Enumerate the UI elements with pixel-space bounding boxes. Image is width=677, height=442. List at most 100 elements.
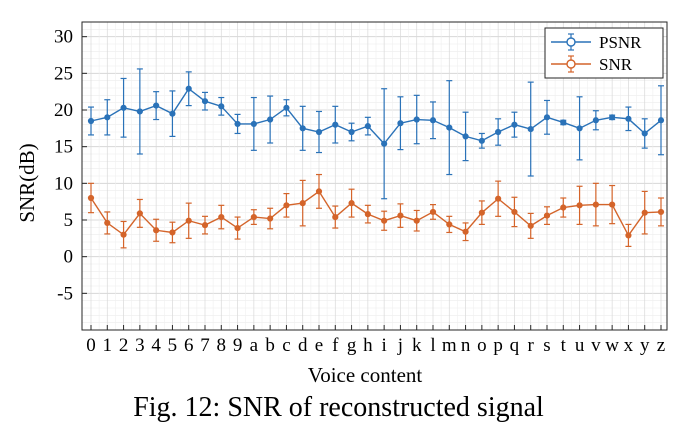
data-point	[625, 232, 632, 239]
y-tick-label: 25	[54, 63, 73, 84]
data-point	[201, 222, 209, 229]
data-point	[543, 212, 551, 219]
x-tick-label: u	[575, 335, 585, 356]
plot-border	[81, 21, 668, 331]
y-tick-label: 0	[64, 247, 74, 268]
data-point	[413, 116, 420, 123]
data-point	[136, 210, 143, 217]
data-point	[381, 217, 388, 224]
data-point	[218, 103, 225, 110]
y-tick-label: 10	[54, 173, 73, 194]
x-tick-label: l	[430, 335, 435, 356]
data-point	[332, 213, 339, 221]
data-point	[120, 231, 127, 238]
data-point	[429, 208, 437, 216]
y-tick-label: 5	[64, 210, 74, 231]
x-tick-label: t	[561, 335, 567, 356]
x-tick-label: 7	[200, 335, 210, 356]
data-point	[576, 125, 583, 132]
x-tick-label: h	[363, 335, 373, 356]
data-point	[169, 229, 176, 236]
x-tick-label: w	[605, 335, 619, 356]
x-tick-label: x	[624, 335, 634, 356]
x-tick-label: g	[347, 335, 357, 356]
data-point	[267, 215, 274, 222]
data-point	[250, 120, 257, 128]
data-point	[234, 224, 241, 232]
y-tick-label: 30	[54, 27, 73, 48]
data-point	[446, 124, 453, 131]
series-psnr	[87, 68, 665, 200]
data-point	[315, 188, 323, 195]
x-tick-label: y	[640, 335, 650, 356]
data-point	[136, 108, 143, 115]
legend-entry-snr: SNR	[551, 55, 633, 74]
data-point	[104, 219, 111, 227]
data-point	[625, 115, 632, 122]
tick-marks	[82, 36, 662, 330]
data-point	[332, 121, 339, 128]
data-point	[462, 133, 469, 140]
legend: PSNR SNR	[544, 27, 664, 79]
data-point	[657, 117, 665, 124]
data-point	[446, 221, 453, 228]
x-axis-label: Voice content	[308, 363, 423, 387]
x-tick-label: 4	[151, 335, 161, 356]
y-axis-label: SNR(dB)	[15, 143, 39, 222]
data-point	[234, 120, 241, 128]
data-point	[218, 213, 225, 221]
data-point	[364, 211, 371, 218]
x-tick-label: 8	[217, 335, 227, 356]
data-point	[364, 123, 371, 130]
figure-caption: Fig. 12: SNR of reconstructed signal	[133, 392, 544, 423]
data-point	[560, 204, 567, 211]
x-tick-label: p	[493, 335, 503, 356]
x-tick-label: o	[477, 335, 487, 356]
data-point	[511, 121, 518, 128]
data-point	[120, 104, 127, 111]
legend-label: SNR	[599, 55, 633, 74]
data-point	[153, 227, 160, 234]
x-tick-label: 5	[168, 335, 178, 356]
data-point	[495, 128, 502, 136]
data-point	[267, 116, 274, 123]
x-tick-label: 2	[119, 335, 129, 356]
data-point	[348, 128, 355, 136]
data-point	[478, 137, 485, 144]
x-tick-label: c	[282, 335, 290, 356]
data-point	[592, 117, 599, 124]
x-tick-label: v	[591, 335, 601, 356]
x-tick-label: r	[528, 335, 535, 356]
data-point	[527, 125, 534, 133]
data-point	[641, 209, 648, 216]
y-tick-label: 15	[54, 137, 73, 158]
x-tick-label: a	[250, 335, 259, 356]
data-point	[153, 102, 160, 109]
data-point	[315, 128, 323, 136]
legend-marker	[566, 37, 576, 47]
x-tick-label: i	[382, 335, 387, 356]
plot-frame	[81, 21, 668, 331]
x-tick-label: 1	[103, 335, 113, 356]
data-point	[299, 200, 306, 207]
y-tick-label: -5	[57, 283, 73, 304]
x-tick-label: d	[298, 335, 308, 356]
data-point	[381, 140, 388, 147]
series-group	[87, 68, 665, 249]
data-point	[576, 202, 583, 209]
data-point	[592, 201, 599, 208]
x-tick-label: j	[397, 335, 403, 356]
x-tick-label: 6	[184, 335, 194, 356]
legend-box	[544, 27, 664, 79]
data-point	[462, 228, 469, 235]
data-point	[185, 85, 192, 92]
data-point	[104, 114, 111, 121]
x-tick-label: z	[657, 335, 665, 356]
data-point	[397, 120, 404, 127]
x-tick-label: k	[412, 335, 422, 356]
data-point	[87, 194, 95, 202]
data-point	[413, 217, 420, 224]
legend-entry-psnr: PSNR	[551, 33, 642, 52]
